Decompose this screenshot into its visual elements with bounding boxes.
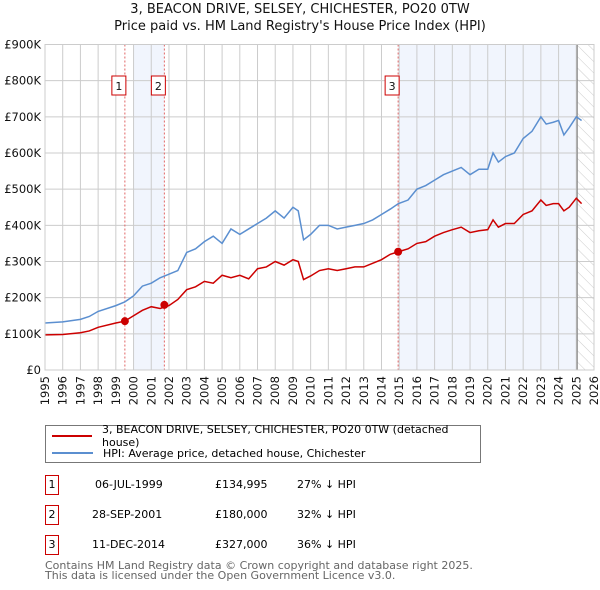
y-tick-label: £100K [4, 327, 41, 341]
sale-row: 3 11-DEC-2014 £327,000 36% ↓ HPI [45, 535, 475, 555]
sale-point [160, 300, 169, 309]
x-tick-label: 2005 [215, 376, 229, 405]
sale-number: 2 [45, 505, 59, 525]
x-tick-label: 2011 [321, 376, 335, 405]
x-tick-label: 2007 [251, 376, 265, 405]
legend: 3, BEACON DRIVE, SELSEY, CHICHESTER, PO2… [45, 423, 481, 463]
y-tick-label: £500K [4, 182, 41, 196]
y-tick-label: £900K [4, 38, 41, 52]
sale-label-box [111, 75, 127, 96]
sale-hpi-diff: 32% ↓ HPI [297, 508, 356, 521]
sale-number: 3 [45, 535, 59, 555]
x-tick-label: 2001 [144, 376, 158, 405]
x-tick-label: 1996 [56, 376, 70, 405]
chart-subtitle: Price paid vs. HM Land Registry's House … [114, 19, 486, 34]
sale-label: 3 [389, 80, 396, 93]
x-tick-label: 2012 [339, 376, 353, 405]
y-tick-label: £300K [4, 255, 41, 269]
x-tick-label: 2020 [481, 376, 495, 405]
sale-point [394, 247, 403, 256]
shaded-range [133, 44, 165, 370]
x-tick-label: 1995 [38, 376, 52, 405]
chart-title: 3, BEACON DRIVE, SELSEY, CHICHESTER, PO2… [130, 2, 470, 17]
x-tick-label: 2003 [180, 376, 194, 405]
x-tick-label: 2018 [445, 376, 459, 405]
x-tick-label: 2013 [357, 376, 371, 405]
sale-hpi-diff: 27% ↓ HPI [297, 478, 356, 491]
price-chart: 1995 1996 1997 1998 1999 2000 2001 2002 2003 2004… [4, 38, 600, 406]
y-tick-label: £0 [26, 363, 41, 377]
sale-price: £327,000 [215, 538, 268, 551]
x-tick-label: 2019 [463, 376, 477, 405]
sale-date: 06-JUL-1999 [95, 478, 163, 491]
legend-label: HPI: Average price, detached house, Chic… [103, 446, 366, 460]
x-tick-label: 2025 [569, 376, 583, 405]
legend-label: 3, BEACON DRIVE, SELSEY, CHICHESTER, PO2… [102, 423, 449, 449]
x-tick-label: 2008 [268, 376, 282, 405]
x-tick-label: 2016 [410, 376, 424, 405]
y-tick-label: £800K [4, 74, 41, 88]
x-tick-label: 2014 [374, 376, 388, 405]
legend-item-hpi: HPI: Average price, detached house, Chic… [46, 445, 365, 461]
sale-label-box [384, 75, 400, 96]
forecast-hatch [577, 44, 594, 370]
x-tick-label: 1997 [73, 376, 87, 405]
x-tick-label: 2026 [587, 376, 600, 405]
y-tick-label: £400K [4, 218, 41, 232]
x-tick-label: 1999 [109, 376, 123, 405]
x-tick-label: 2023 [534, 376, 548, 405]
sale-row: 1 06-JUL-1999 £134,995 27% ↓ HPI [45, 475, 475, 495]
sale-number: 1 [45, 475, 59, 495]
x-tick-label: 2024 [552, 376, 566, 405]
legend-item-property: 3, BEACON DRIVE, SELSEY, CHICHESTER, PO2… [46, 423, 480, 449]
blue-line-swatch [52, 452, 93, 454]
sale-date: 28-SEP-2001 [92, 508, 163, 521]
x-tick-label: 2006 [233, 376, 247, 405]
x-tick-label: 2000 [127, 376, 141, 405]
x-tick-label: 2015 [392, 376, 406, 405]
x-tick-label: 2021 [498, 376, 512, 405]
sale-price: £134,995 [215, 478, 268, 491]
footer-line-2: This data is licensed under the Open Gov… [45, 569, 396, 582]
footer-line-1: Contains HM Land Registry data © Crown c… [45, 559, 473, 572]
series-line [44, 115, 583, 324]
sale-label-box [150, 75, 166, 96]
plot-frame [44, 44, 595, 371]
sale-point [120, 317, 129, 326]
sale-price: £180,000 [215, 508, 268, 521]
sale-label: 1 [115, 80, 122, 93]
x-tick-label: 1998 [91, 376, 105, 405]
sale-label: 2 [155, 80, 162, 93]
x-tick-label: 2009 [286, 376, 300, 405]
x-tick-label: 2022 [516, 376, 530, 405]
sale-row: 2 28-SEP-2001 £180,000 32% ↓ HPI [45, 505, 475, 525]
y-tick-label: £200K [4, 291, 41, 305]
x-tick-label: 2017 [428, 376, 442, 405]
y-tick-label: £700K [4, 110, 41, 124]
sale-date: 11-DEC-2014 [92, 538, 166, 551]
x-tick-label: 2002 [162, 376, 176, 405]
sale-hpi-diff: 36% ↓ HPI [297, 538, 356, 551]
x-tick-label: 2004 [197, 376, 211, 405]
x-tick-label: 2010 [304, 376, 318, 405]
red-line-swatch [52, 435, 92, 437]
y-tick-label: £600K [4, 146, 41, 160]
